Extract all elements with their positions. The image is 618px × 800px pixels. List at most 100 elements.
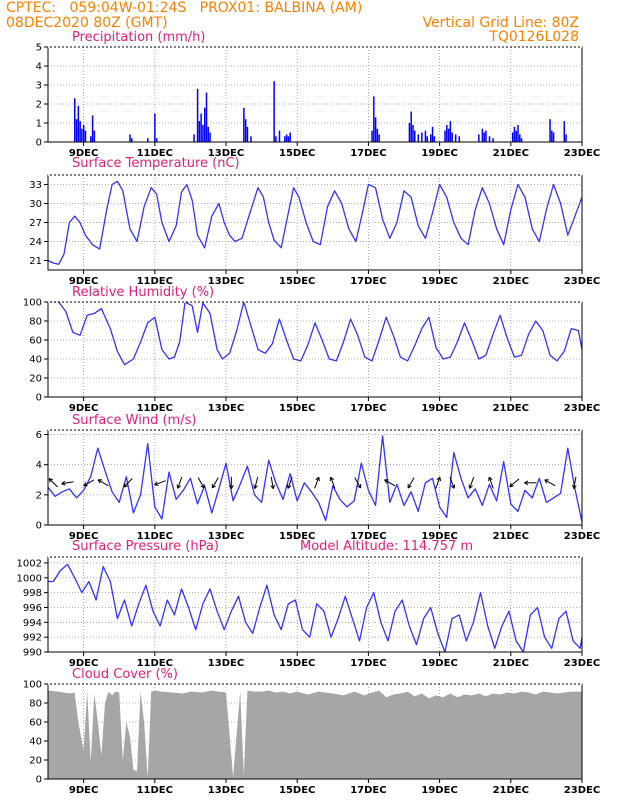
panel-frame xyxy=(47,174,583,271)
x-tick-label: 23DEC xyxy=(564,785,600,796)
series-line xyxy=(47,180,583,265)
temperature-panel: 21 24 27 30 33 9DEC 11DEC 13DEC 15DEC 17DEC 19DEC 2… xyxy=(29,174,600,287)
precip-bar xyxy=(155,138,158,142)
wind-arrow xyxy=(468,476,475,489)
panel-frame xyxy=(47,429,583,526)
wind-panel: 0 2 4 6 9DEC 11DEC 13DEC 15DEC 17DEC 19DEC 21DEC 23… xyxy=(36,429,600,542)
wind-arrow xyxy=(524,480,537,486)
precip-bar xyxy=(287,136,290,142)
precip-bar xyxy=(424,130,427,142)
header-date: 08DEC2020 80Z (GMT) xyxy=(6,15,168,31)
panel-frame xyxy=(47,301,583,398)
precip-bar xyxy=(421,132,423,142)
pressure-title: Surface Pressure (hPa) xyxy=(72,539,219,554)
precipitation-panel: 0 1 2 3 4 5 9DEC 11DEC 13DEC 15DEC 17DEC 19DEC 21DEC… xyxy=(36,43,601,160)
precip-bar xyxy=(492,138,494,142)
precip-bar xyxy=(90,136,92,142)
precip-bar xyxy=(451,132,453,142)
x-tick-label: 11DEC xyxy=(137,276,173,287)
precip-bar xyxy=(198,121,201,142)
wind-arrow xyxy=(48,478,58,488)
precip-bar xyxy=(77,105,80,142)
x-tick-label: 21DEC xyxy=(493,531,529,542)
precip-bar xyxy=(275,136,277,142)
wind-arrow xyxy=(449,476,456,489)
precip-bar xyxy=(75,119,78,142)
precip-bar xyxy=(130,138,133,142)
y-tick-label: 20 xyxy=(29,374,42,385)
precip-bar xyxy=(549,119,551,142)
x-tick-label: 19DEC xyxy=(421,785,457,796)
wind-arrow xyxy=(228,476,234,490)
precip-bar xyxy=(371,130,373,142)
x-tick-label: 9DEC xyxy=(69,276,98,287)
y-tick-label: 4 xyxy=(36,62,42,73)
y-tick-label: 100 xyxy=(23,298,42,309)
precip-bar xyxy=(410,111,412,142)
x-tick-label: 11DEC xyxy=(137,148,173,159)
precip-bar xyxy=(376,128,379,142)
x-tick-label: 15DEC xyxy=(279,403,315,414)
precip-bar xyxy=(378,134,380,142)
y-tick-label: 33 xyxy=(29,180,42,191)
y-tick-label: 60 xyxy=(29,718,42,729)
series-line xyxy=(47,435,583,523)
x-tick-label: 17DEC xyxy=(350,403,386,414)
x-tick-label: 15DEC xyxy=(279,658,315,669)
precip-bar xyxy=(515,130,517,142)
x-tick-label: 15DEC xyxy=(279,785,315,796)
x-tick-label: 23DEC xyxy=(564,531,600,542)
precip-bar xyxy=(154,113,156,142)
y-tick-label: 27 xyxy=(29,218,42,229)
x-tick-label: 19DEC xyxy=(421,403,457,414)
precip-bar xyxy=(74,98,76,142)
panel-frame xyxy=(47,683,583,780)
wind-arrow xyxy=(270,476,276,490)
precip-bar xyxy=(81,128,83,142)
precip-bar xyxy=(481,128,484,142)
panel-frame xyxy=(47,46,583,143)
wind-title: Surface Wind (m/s) xyxy=(72,413,196,428)
precip-bar xyxy=(458,136,461,142)
wind-arrow xyxy=(354,477,362,489)
precip-bar xyxy=(205,92,208,142)
precip-bar xyxy=(454,134,457,142)
precip-bar xyxy=(417,134,420,142)
y-tick-label: 40 xyxy=(29,355,42,366)
y-tick-label: 992 xyxy=(23,633,42,644)
x-tick-label: 23DEC xyxy=(564,276,600,287)
x-tick-label: 13DEC xyxy=(208,148,244,159)
y-tick-label: 6 xyxy=(36,430,42,441)
precip-bar xyxy=(207,126,210,142)
y-tick-label: 0 xyxy=(36,521,42,532)
x-tick-label: 17DEC xyxy=(350,531,386,542)
precip-bar xyxy=(374,117,377,142)
y-tick-label: 100 xyxy=(23,680,42,691)
x-tick-label: 15DEC xyxy=(279,276,315,287)
x-tick-label: 21DEC xyxy=(493,403,529,414)
series-line xyxy=(48,563,583,653)
precip-bar xyxy=(414,130,416,142)
wind-arrow xyxy=(488,476,494,489)
precip-bar xyxy=(244,119,247,142)
wind-arrow xyxy=(329,476,336,489)
precip-bar xyxy=(203,107,206,142)
precip-bar xyxy=(426,136,428,142)
wind-arrow xyxy=(544,479,556,487)
x-tick-label: 9DEC xyxy=(69,403,98,414)
x-tick-label: 21DEC xyxy=(493,785,529,796)
precip-bar xyxy=(79,121,81,142)
precip-bar xyxy=(84,130,87,142)
x-tick-label: 11DEC xyxy=(137,658,173,669)
x-tick-label: 21DEC xyxy=(493,276,529,287)
x-tick-label: 9DEC xyxy=(69,785,98,796)
precip-bar xyxy=(565,134,567,142)
precip-bar xyxy=(552,132,555,142)
precip-bar xyxy=(517,124,519,142)
precip-bar xyxy=(200,113,202,142)
y-tick-label: 21 xyxy=(29,256,42,267)
x-tick-label: 9DEC xyxy=(69,658,98,669)
y-tick-label: 80 xyxy=(29,699,42,710)
x-tick-label: 11DEC xyxy=(137,531,173,542)
